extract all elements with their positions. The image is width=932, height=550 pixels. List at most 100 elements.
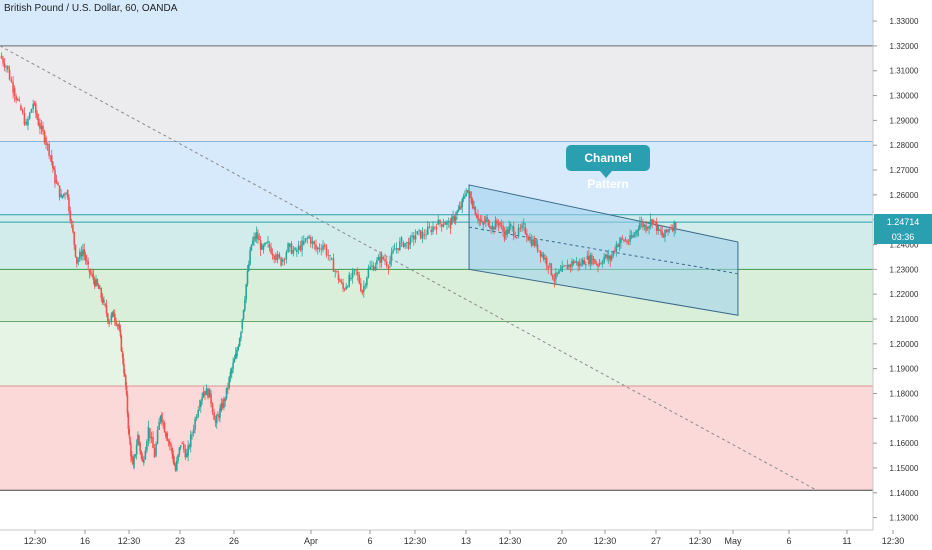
candle-body (325, 247, 328, 256)
candle-body (464, 195, 466, 197)
price-axis[interactable]: 1.33000 1.32000 1.31000 1.30000 1.29000 1.280… (873, 17, 919, 523)
time-tick-label: 16 (80, 536, 90, 546)
time-tick-label: 12:30 (118, 536, 141, 546)
candle-body (276, 254, 279, 261)
candle-body (146, 440, 148, 451)
candle-body (449, 220, 452, 229)
candle-body (107, 313, 109, 322)
channel-pattern-drawing[interactable] (468, 184, 739, 316)
candle-body (526, 233, 528, 238)
candle-body (236, 349, 238, 357)
candle-body (3, 63, 6, 68)
candle-body (214, 419, 217, 423)
chart-title: British Pound / U.S. Dollar, 60, OANDA (4, 3, 178, 14)
candle-body (664, 229, 666, 238)
candle-body (259, 239, 262, 250)
candle-body (275, 254, 277, 261)
candle-body (170, 444, 172, 447)
candle-body (153, 448, 156, 458)
candle-body (506, 229, 509, 234)
candle-body (113, 314, 116, 321)
candle-body (574, 261, 576, 263)
candle-body (311, 241, 314, 244)
chart-guides (0, 0, 874, 531)
candle-body (49, 155, 52, 157)
candle-body (42, 125, 44, 132)
candle-body (285, 252, 288, 260)
candle-body (339, 280, 341, 282)
candle-body (376, 260, 378, 265)
candle-body (623, 239, 625, 241)
candle-body (96, 279, 99, 285)
candle-body (244, 299, 246, 310)
candle-body (191, 434, 193, 435)
candle-body (671, 228, 674, 231)
candle-body (197, 409, 199, 417)
candle-body (139, 442, 141, 452)
candle-body (82, 249, 84, 257)
candle-body (68, 197, 70, 212)
price-tick-label: 1.31000 (890, 67, 919, 76)
candle-body (584, 264, 587, 265)
candle-body (228, 377, 230, 388)
candle-body (387, 266, 390, 270)
candle-body (674, 222, 677, 229)
candle-body (315, 244, 317, 250)
candle-body (86, 260, 88, 262)
candle-body (435, 227, 438, 230)
candle-body (294, 247, 296, 250)
candle-body (439, 220, 441, 224)
trendline-drawing[interactable] (0, 45, 818, 491)
candle-body (227, 387, 229, 389)
candle-body (251, 240, 254, 245)
candle-body (661, 231, 663, 236)
candle-body (143, 459, 145, 463)
candle-body (72, 224, 74, 232)
candle-body (118, 326, 121, 330)
candle-body (618, 242, 621, 247)
candle-body (404, 243, 406, 247)
zone-band-5 (0, 321, 873, 387)
channel-pattern-callout[interactable]: Channel Pattern (566, 145, 650, 191)
candle-body (503, 231, 506, 240)
candle-body (270, 247, 272, 254)
candle-body (198, 405, 201, 408)
candle-body (334, 270, 337, 272)
candle-body (87, 261, 89, 265)
candle-body (224, 398, 227, 401)
candle-body (292, 249, 295, 254)
candle-body (101, 297, 104, 304)
candle-body (568, 264, 570, 267)
candle-body (665, 229, 668, 232)
candle-body (588, 255, 590, 265)
candle-body (487, 219, 490, 226)
candle-body (28, 112, 31, 119)
candle-body (553, 279, 556, 282)
candle-body (156, 429, 159, 444)
candle-body (461, 198, 464, 208)
candle-body (129, 438, 131, 445)
candle-body (64, 193, 66, 195)
candle-body (407, 241, 410, 250)
time-axis[interactable]: 12:30 16 12:30 23 26 Apr 6 12:30 13 12:30 20 12:30 2… (24, 530, 905, 546)
candle-body (340, 281, 343, 283)
price-tick-label: 1.32000 (890, 42, 919, 51)
candle-body (194, 418, 196, 430)
candle-body (421, 231, 424, 239)
candle-body (83, 249, 86, 255)
candle-body (414, 235, 417, 240)
candle-body (508, 226, 510, 234)
candle-body (353, 269, 356, 271)
candle-body (84, 254, 87, 261)
candle-body (406, 241, 408, 244)
candle-body (79, 251, 81, 260)
candle-body (45, 137, 47, 145)
price-tick-label: 1.23000 (890, 265, 919, 274)
candle-body (77, 259, 80, 262)
candle-body (229, 371, 232, 378)
candle-body (123, 364, 125, 374)
candle-body (566, 265, 569, 270)
candle-body (642, 221, 644, 227)
candle-body (627, 242, 630, 244)
